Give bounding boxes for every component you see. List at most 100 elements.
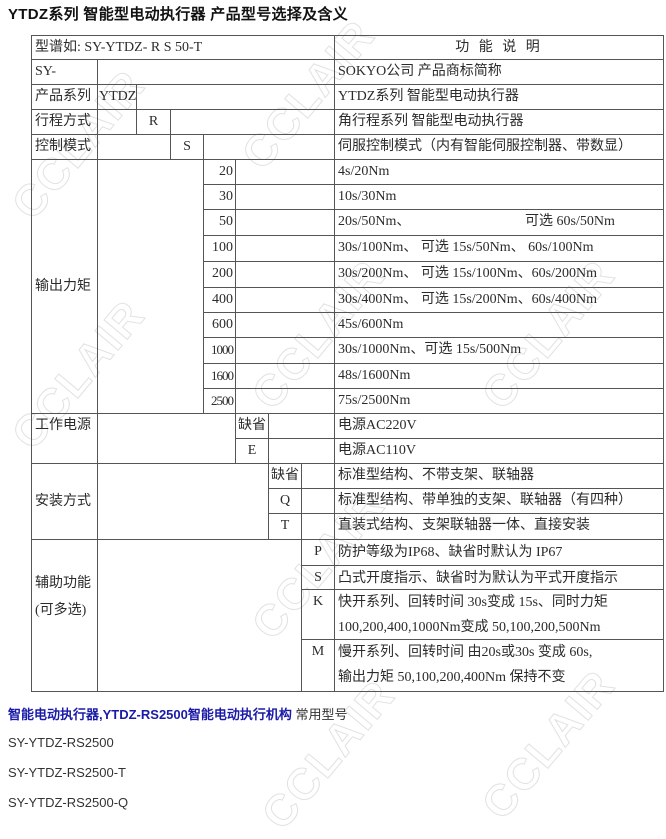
- empty-cell: [236, 236, 335, 262]
- empty-cell: [98, 414, 236, 464]
- empty-cell: [236, 185, 335, 210]
- torque-desc-optional: 可选 60s/50Nm: [525, 214, 615, 229]
- empty-cell: [236, 338, 335, 364]
- torque-desc-text: 30s/1000Nm、可选 15s/500Nm: [338, 342, 522, 357]
- torque-desc-text: 10s/30Nm: [338, 189, 397, 204]
- torque-desc: 20s/50Nm、 可选 60s/50Nm: [335, 210, 664, 236]
- empty-cell: [236, 313, 335, 338]
- aux-code: M: [302, 640, 335, 692]
- control-label: 控制模式: [32, 135, 98, 160]
- torque-label-text: 输出力矩: [35, 278, 91, 294]
- torque-desc: 4s/20Nm: [335, 160, 664, 185]
- torque-desc-text: 45s/600Nm: [338, 317, 404, 332]
- brand-code: SY-: [32, 60, 98, 85]
- empty-cell: [98, 110, 137, 135]
- mount-code: Q: [269, 489, 302, 514]
- power-label-text: 工作电源: [35, 418, 91, 433]
- mount-label-text: 安装方式: [35, 493, 91, 509]
- empty-cell: [98, 160, 204, 414]
- empty-cell: [236, 364, 335, 389]
- torque-desc: 30s/1000Nm、可选 15s/500Nm: [335, 338, 664, 364]
- header-function: 功 能 说 明: [335, 36, 664, 60]
- control-desc: 伺服控制模式（内有智能伺服控制器、带数显）: [335, 135, 664, 160]
- torque-desc: 10s/30Nm: [335, 185, 664, 210]
- torque-desc-text: 75s/2500Nm: [338, 393, 411, 408]
- empty-cell: [302, 464, 335, 489]
- stroke-desc: 角行程系列 智能型电动执行器: [335, 110, 664, 135]
- aux-desc: 凸式开度指示、缺省时为默认为平式开度指示: [335, 566, 664, 590]
- torque-code: 100: [204, 236, 236, 262]
- empty-cell: [236, 389, 335, 414]
- empty-cell: [269, 414, 335, 439]
- empty-cell: [98, 464, 269, 540]
- model-item: SY-YTDZ-RS2500-T: [8, 765, 126, 780]
- mount-code: T: [269, 514, 302, 540]
- torque-code: 200: [204, 262, 236, 288]
- torque-desc: 30s/200Nm、 可选 15s/100Nm、60s/200Nm: [335, 262, 664, 288]
- torque-code: 2500: [204, 389, 236, 414]
- empty-cell: [236, 160, 335, 185]
- torque-desc: 30s/400Nm、 可选 15s/200Nm、60s/400Nm: [335, 288, 664, 313]
- empty-cell: [204, 135, 335, 160]
- torque-code: 1000: [204, 338, 236, 364]
- empty-cell: [236, 210, 335, 236]
- mount-desc: 标准型结构、不带支架、联轴器: [335, 464, 664, 489]
- aux-desc: 慢开系列、回转时间 由20s或30s 变成 60s, 输出力矩 50,100,20…: [335, 640, 664, 692]
- page-title: YTDZ系列 智能型电动执行器 产品型号选择及含义: [8, 6, 348, 23]
- empty-cell: [98, 60, 335, 85]
- product-link[interactable]: 智能电动执行器,YTDZ-RS2500智能电动执行机构: [8, 707, 292, 722]
- series-code: YTDZ: [98, 85, 137, 110]
- watermark: CCLAIR: [252, 670, 405, 839]
- torque-desc-text: 30s/400Nm、 可选 15s/200Nm、60s/400Nm: [338, 292, 598, 307]
- brand-desc: SOKYO公司 产品商标简称: [335, 60, 664, 85]
- aux-desc-line: 凸式开度指示、缺省时为默认为平式开度指示: [338, 571, 618, 586]
- aux-desc-line: 100,200,400,1000Nm变成 50,100,200,500Nm: [338, 620, 601, 635]
- power-desc: 电源AC220V: [335, 414, 664, 439]
- stroke-code: R: [137, 110, 171, 135]
- torque-code: 50: [204, 210, 236, 236]
- aux-desc-line: 快开系列、回转时间 30s变成 15s、同时力矩: [338, 595, 608, 610]
- common-models-heading: 智能电动执行器,YTDZ-RS2500智能电动执行机构 常用型号: [8, 704, 348, 723]
- empty-cell: [302, 514, 335, 540]
- power-code: 缺省: [236, 414, 269, 439]
- aux-desc: 快开系列、回转时间 30s变成 15s、同时力矩 100,200,400,1000…: [335, 590, 664, 640]
- model-item: SY-YTDZ-RS2500: [8, 735, 114, 750]
- aux-desc-line: 防护等级为IP68、缺省时默认为 IP67: [338, 545, 563, 560]
- empty-cell: [269, 439, 335, 464]
- mount-code: 缺省: [269, 464, 302, 489]
- power-desc: 电源AC110V: [335, 439, 664, 464]
- aux-code: P: [302, 540, 335, 566]
- empty-cell: [171, 110, 335, 135]
- torque-code: 30: [204, 185, 236, 210]
- aux-label: 辅助功能 (可多选): [32, 540, 98, 692]
- power-label: 工作电源: [32, 414, 98, 464]
- control-code: S: [171, 135, 204, 160]
- aux-desc-line: 慢开系列、回转时间 由20s或30s 变成 60s,: [338, 645, 593, 660]
- torque-code: 1600: [204, 364, 236, 389]
- empty-cell: [98, 135, 171, 160]
- aux-label-note: (可多选): [35, 603, 87, 618]
- torque-desc: 30s/100Nm、 可选 15s/50Nm、 60s/100Nm: [335, 236, 664, 262]
- torque-code: 400: [204, 288, 236, 313]
- aux-desc: 防护等级为IP68、缺省时默认为 IP67: [335, 540, 664, 566]
- series-label: 产品系列: [32, 85, 98, 110]
- torque-desc-text: 20s/50Nm、: [338, 214, 411, 229]
- aux-desc-line: 输出力矩 50,100,200,400Nm 保持不变: [338, 670, 566, 685]
- torque-desc-text: 30s/100Nm、 可选 15s/50Nm、 60s/100Nm: [338, 240, 594, 255]
- stroke-label: 行程方式: [32, 110, 98, 135]
- series-desc: YTDZ系列 智能型电动执行器: [335, 85, 664, 110]
- torque-desc: 48s/1600Nm: [335, 364, 664, 389]
- aux-label-text: 辅助功能: [35, 576, 91, 591]
- torque-desc-text: 48s/1600Nm: [338, 368, 411, 383]
- aux-code: K: [302, 590, 335, 640]
- torque-code: 20: [204, 160, 236, 185]
- empty-cell: [98, 540, 302, 692]
- torque-label: 输出力矩: [32, 160, 98, 414]
- aux-code: S: [302, 566, 335, 590]
- torque-desc-text: 30s/200Nm、 可选 15s/100Nm、60s/200Nm: [338, 266, 598, 281]
- mount-desc: 标准型结构、带单独的支架、联轴器（有四种）: [335, 489, 664, 514]
- empty-cell: [236, 262, 335, 288]
- model-item: SY-YTDZ-RS2500-Q: [8, 795, 129, 810]
- empty-cell: [137, 85, 335, 110]
- mount-desc: 直装式结构、支架联轴器一体、直接安装: [335, 514, 664, 540]
